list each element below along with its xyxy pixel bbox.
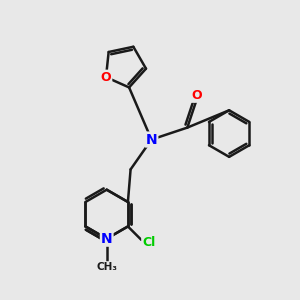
Text: Cl: Cl: [142, 236, 155, 249]
Text: N: N: [101, 232, 112, 246]
Text: CH₃: CH₃: [96, 262, 117, 272]
Text: O: O: [101, 70, 111, 84]
Text: O: O: [191, 89, 202, 102]
Text: N: N: [146, 133, 157, 146]
